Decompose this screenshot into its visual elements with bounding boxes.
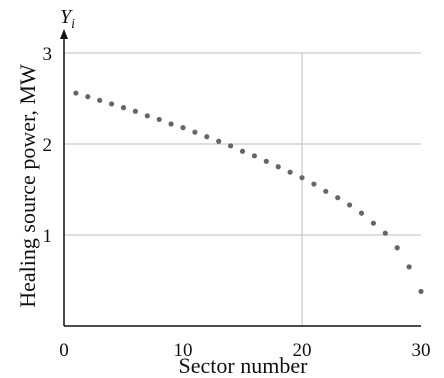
y-axis-symbol-subscript: i [71, 17, 75, 32]
data-point-sector-21 [311, 181, 317, 187]
y-axis-label: Healing source power, MW [15, 64, 40, 308]
data-points-layer [73, 90, 424, 295]
data-point-sector-14 [228, 143, 234, 149]
data-point-sector-4 [109, 101, 115, 107]
data-point-sector-8 [156, 116, 162, 123]
data-point-sector-28 [394, 245, 400, 251]
grid-layer [64, 52, 421, 326]
data-point-sector-7 [144, 113, 150, 119]
x-axis-label: Sector number [179, 353, 309, 378]
tick-labels-layer: 0 10 20 30 1 2 3 [43, 44, 431, 361]
y-axis-symbol-main: Y [60, 6, 73, 28]
y-tick-label-1: 1 [43, 226, 53, 247]
data-point-sector-13 [216, 138, 222, 144]
y-tick-label-2: 2 [43, 135, 53, 156]
data-point-sector-18 [275, 164, 281, 170]
data-point-sector-6 [132, 108, 138, 114]
x-tick-label-10: 10 [174, 340, 193, 361]
x-tick-label-20: 20 [293, 340, 312, 361]
data-point-sector-5 [120, 105, 127, 111]
y-axis-symbol: Yi [60, 6, 75, 32]
data-point-sector-11 [192, 129, 198, 135]
data-point-sector-16 [251, 153, 257, 159]
data-point-sector-30 [418, 288, 424, 295]
data-point-sector-15 [239, 148, 246, 154]
data-point-sector-27 [382, 230, 388, 236]
data-point-sector-26 [370, 220, 376, 226]
data-point-sector-29 [406, 264, 412, 270]
data-point-sector-10 [180, 125, 186, 131]
data-point-sector-23 [335, 195, 341, 201]
y-axis-arrow [60, 29, 68, 39]
data-point-sector-24 [347, 202, 353, 208]
data-point-sector-25 [358, 210, 365, 216]
data-point-sector-22 [323, 188, 329, 194]
x-tick-label-0: 0 [59, 340, 69, 361]
data-point-sector-3 [97, 97, 103, 103]
axis-layer [60, 29, 421, 327]
data-point-sector-2 [85, 94, 91, 100]
x-tick-label-30: 30 [412, 340, 431, 361]
data-point-sector-17 [263, 158, 269, 164]
data-point-sector-9 [168, 121, 174, 127]
data-point-sector-20 [299, 175, 305, 181]
y-tick-label-3: 3 [43, 44, 53, 65]
data-point-sector-12 [204, 134, 210, 140]
data-point-sector-19 [287, 169, 293, 175]
data-point-sector-1 [73, 90, 79, 96]
